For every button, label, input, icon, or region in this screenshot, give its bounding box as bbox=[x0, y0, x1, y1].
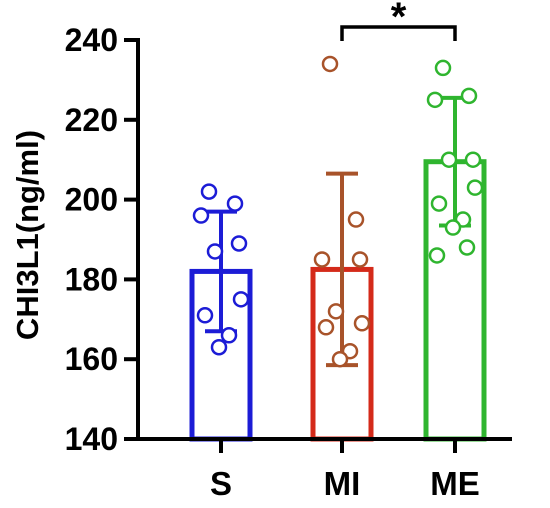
x-axis: S MI ME bbox=[136, 437, 512, 502]
y-tick-label: 240 bbox=[65, 22, 118, 58]
y-axis-label: CHI3L1(ng/ml) bbox=[10, 130, 45, 340]
data-point-s bbox=[226, 195, 244, 212]
y-tick-label: 200 bbox=[65, 182, 118, 218]
data-point-me bbox=[434, 59, 452, 77]
data-point-me bbox=[458, 239, 476, 256]
data-point-mi bbox=[317, 319, 335, 336]
data-point-s bbox=[192, 207, 210, 224]
data-point-mi bbox=[321, 55, 339, 73]
x-tick-label-s: S bbox=[210, 465, 232, 502]
data-point-me bbox=[464, 151, 482, 168]
significance-label: * bbox=[391, 0, 407, 39]
y-tick-label: 140 bbox=[65, 421, 118, 457]
y-tick-label: 160 bbox=[65, 341, 118, 377]
data-point-mi bbox=[313, 251, 331, 268]
data-point-me bbox=[440, 151, 458, 168]
x-tick-label-mi: MI bbox=[324, 465, 361, 502]
data-point-me bbox=[444, 219, 462, 236]
data-point-me bbox=[428, 247, 446, 264]
data-point-s bbox=[232, 291, 250, 308]
data-point-mi bbox=[331, 350, 349, 368]
data-point-s bbox=[210, 338, 228, 356]
data-point-me bbox=[460, 87, 478, 105]
error-bars bbox=[205, 95, 471, 368]
data-point-mi bbox=[351, 251, 369, 268]
data-point-s bbox=[230, 235, 248, 252]
data-points bbox=[192, 55, 484, 368]
data-point-s bbox=[220, 327, 238, 344]
data-point-s bbox=[196, 307, 214, 324]
y-tick-label: 180 bbox=[65, 261, 118, 297]
x-tick-label-me: ME bbox=[430, 465, 480, 502]
y-axis: 140 160 180 200 220 240 bbox=[65, 22, 140, 457]
data-point-s bbox=[200, 183, 218, 200]
data-point-mi bbox=[327, 303, 345, 320]
data-point-s bbox=[206, 243, 224, 260]
data-point-me bbox=[426, 91, 444, 109]
significance-line bbox=[340, 25, 457, 41]
y-tick-label: 220 bbox=[65, 102, 118, 138]
data-point-mi bbox=[347, 211, 365, 228]
significance-bracket: * bbox=[340, 0, 457, 41]
data-point-mi bbox=[353, 315, 371, 332]
data-point-me bbox=[430, 195, 448, 212]
data-point-me bbox=[466, 179, 484, 196]
